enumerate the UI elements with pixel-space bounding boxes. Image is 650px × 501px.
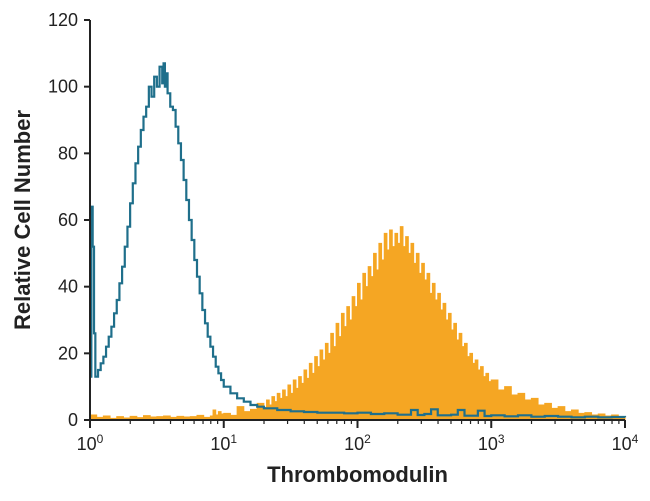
y-tick-label: 40: [58, 277, 78, 297]
y-tick-label: 0: [68, 410, 78, 430]
y-tick-label: 20: [58, 343, 78, 363]
y-tick-label: 100: [48, 77, 78, 97]
y-tick-label: 80: [58, 143, 78, 163]
flow-cytometry-chart: 100101102103104020406080100120Thrombomod…: [0, 0, 650, 501]
x-axis-label: Thrombomodulin: [267, 462, 448, 487]
chart-svg: 100101102103104020406080100120Thrombomod…: [0, 0, 650, 501]
y-axis-label: Relative Cell Number: [10, 110, 35, 331]
y-tick-label: 120: [48, 10, 78, 30]
y-tick-label: 60: [58, 210, 78, 230]
